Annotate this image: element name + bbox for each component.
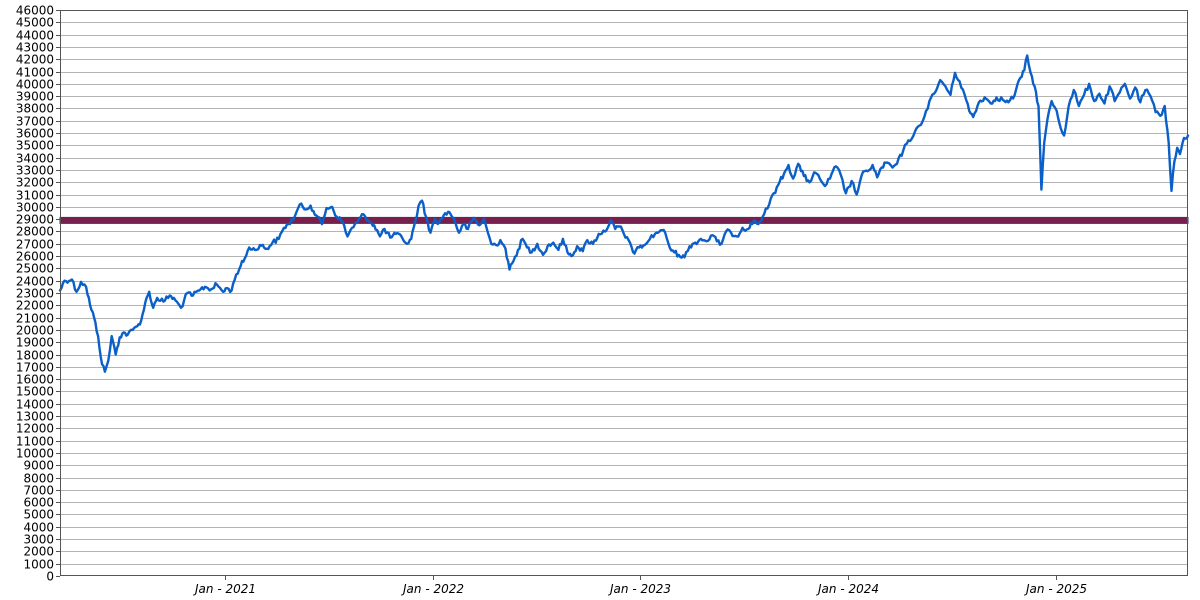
y-tick-label: 22000 [16, 299, 54, 313]
y-tick-label: 8000 [23, 472, 54, 486]
y-axis: 0100020003000400050006000700080009000100… [16, 4, 60, 584]
y-tick-label: 45000 [16, 16, 54, 30]
y-tick-label: 27000 [16, 238, 54, 252]
y-tick-label: 39000 [16, 90, 54, 104]
y-tick-label: 3000 [23, 533, 54, 547]
series-line [58, 54, 1190, 373]
y-tick-label: 37000 [16, 115, 54, 129]
y-tick-label: 40000 [16, 78, 54, 92]
y-tick-label: 33000 [16, 164, 54, 178]
y-tick-label: 18000 [16, 349, 54, 363]
y-tick-label: 42000 [16, 53, 54, 67]
reference-line-group [59, 216, 1189, 224]
y-tick-label: 25000 [16, 262, 54, 276]
y-tick-label: 29000 [16, 213, 54, 227]
y-tick-label: 2000 [23, 545, 54, 559]
y-tick-label: 26000 [16, 250, 54, 264]
y-tick-label: 4000 [23, 521, 54, 535]
y-tick-label: 7000 [23, 484, 54, 498]
x-tick-label: Jan - 2022 [401, 582, 464, 596]
y-tick-label: 9000 [23, 459, 54, 473]
y-tick-label: 13000 [16, 410, 54, 424]
y-tick-label: 36000 [16, 127, 54, 141]
y-tick-label: 12000 [16, 422, 54, 436]
y-tick-label: 30000 [16, 201, 54, 215]
x-axis: Jan - 2021 Jan - 2022 Jan - 2023 Jan - 2024… [193, 576, 1087, 596]
y-tick-label: 34000 [16, 152, 54, 166]
y-tick-label: 38000 [16, 102, 54, 116]
y-tick-label: 46000 [16, 4, 54, 18]
y-tick-label: 41000 [16, 66, 54, 80]
y-tick-label: 23000 [16, 287, 54, 301]
y-tick-label: 20000 [16, 324, 54, 338]
reference-line [59, 216, 1189, 224]
y-tick-label: 16000 [16, 373, 54, 387]
y-tick-label: 10000 [16, 447, 54, 461]
y-tick-label: 35000 [16, 139, 54, 153]
y-tick-label: 31000 [16, 189, 54, 203]
x-tick-label: Jan - 2025 [1024, 582, 1087, 596]
series-group [58, 54, 1190, 373]
x-tick-label: Jan - 2024 [816, 582, 879, 596]
y-tick-label: 1000 [23, 558, 54, 572]
grid-lines [60, 10, 1188, 565]
y-tick-label: 5000 [23, 508, 54, 522]
y-tick-label: 44000 [16, 29, 54, 43]
y-tick-label: 6000 [23, 496, 54, 510]
y-tick-label: 28000 [16, 225, 54, 239]
x-tick-label: Jan - 2023 [608, 582, 671, 596]
y-tick-label: 11000 [16, 435, 54, 449]
y-tick-label: 15000 [16, 385, 54, 399]
y-tick-label: 17000 [16, 361, 54, 375]
plot-frame [60, 10, 1188, 576]
y-tick-label: 0 [46, 570, 54, 584]
x-tick-label: Jan - 2021 [193, 582, 256, 596]
y-tick-label: 32000 [16, 176, 54, 190]
y-tick-label: 14000 [16, 398, 54, 412]
y-tick-label: 24000 [16, 275, 54, 289]
y-tick-label: 43000 [16, 41, 54, 55]
y-tick-label: 19000 [16, 336, 54, 350]
y-tick-label: 21000 [16, 312, 54, 326]
